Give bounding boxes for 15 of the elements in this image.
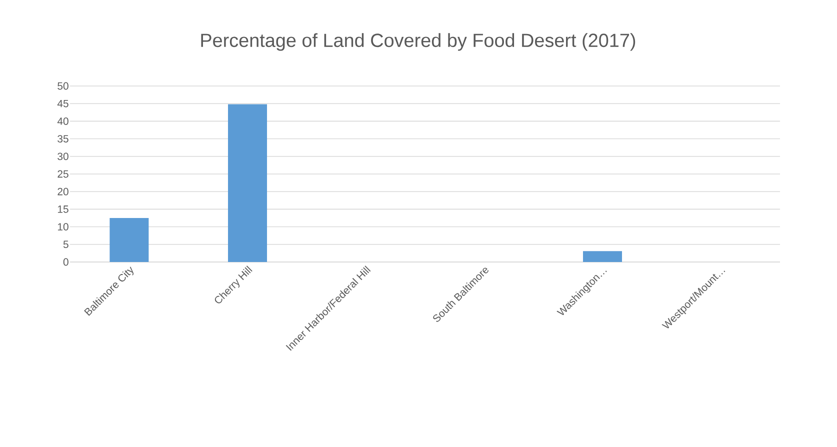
y-tick-label: 35 [58,135,68,142]
y-tick-label: 15 [58,206,68,213]
y-tick-label: 50 [58,82,68,90]
bar [583,251,622,262]
bar [228,104,268,262]
y-tick-label: 10 [58,223,68,230]
y-tick-label: 30 [58,152,68,160]
bar [110,218,149,262]
y-tick-label: 20 [58,188,68,196]
y-tick-label: 5 [63,240,68,248]
chart-title: Percentage of Land Covered by Food Desert (2017) [201,33,636,51]
y-tick-label: 0 [63,258,68,266]
y-tick-label: 45 [57,100,68,108]
y-tick-label: 40 [57,117,68,125]
y-tick-label: 25 [58,170,68,178]
